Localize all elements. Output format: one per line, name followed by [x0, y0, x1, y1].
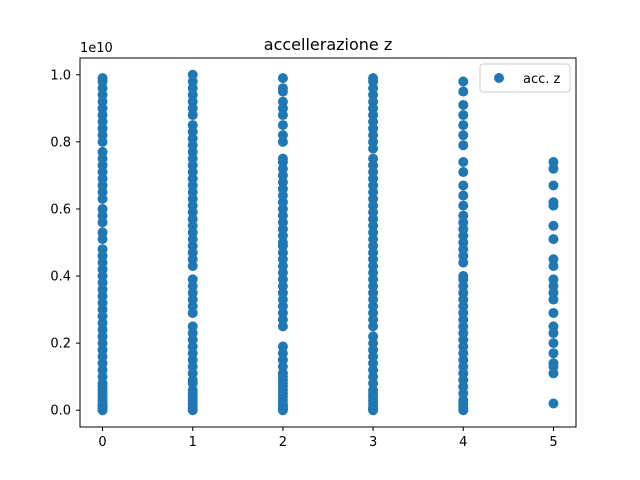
data-point — [548, 368, 559, 379]
data-point — [458, 190, 469, 201]
data-point — [548, 328, 559, 339]
legend: acc. z — [479, 63, 571, 93]
data-point — [548, 338, 559, 349]
x-tick-label: 4 — [459, 435, 467, 450]
x-axis: 0 1 2 3 4 5 — [98, 427, 558, 450]
data-point — [277, 136, 288, 147]
data-point — [458, 405, 469, 416]
x-tick-label: 5 — [549, 435, 557, 450]
data-point — [458, 257, 469, 268]
data-point — [458, 99, 469, 110]
data-point — [187, 110, 198, 121]
y-tick-label: 0.8 — [50, 135, 71, 150]
data-point — [277, 110, 288, 121]
data-point — [97, 136, 108, 147]
data-point — [368, 321, 379, 332]
plot-frame — [79, 57, 577, 428]
data-point — [458, 180, 469, 191]
data-point — [458, 167, 469, 178]
data-point — [548, 163, 559, 174]
data-point — [548, 294, 559, 305]
data-point — [97, 193, 108, 204]
data-point — [458, 130, 469, 141]
y-tick-label: 0.6 — [50, 202, 71, 217]
data-point — [458, 140, 469, 151]
data-point — [458, 120, 469, 131]
y-tick-label: 0.0 — [50, 404, 71, 419]
legend-box — [479, 63, 571, 93]
data-point — [187, 307, 198, 318]
data-point — [277, 73, 288, 84]
x-tick-label: 1 — [189, 435, 197, 450]
y-tick-label: 0.2 — [50, 337, 71, 352]
data-point — [548, 220, 559, 231]
chart-title: accellerazione z — [264, 35, 392, 54]
data-point — [458, 110, 469, 121]
data-point — [277, 120, 288, 131]
data-point — [548, 348, 559, 359]
data-point — [97, 234, 108, 245]
data-point — [277, 321, 288, 332]
data-point — [548, 398, 559, 409]
data-point — [458, 200, 469, 211]
y-tick-label: 1.0 — [50, 68, 71, 83]
y-axis: 0.0 0.2 0.4 0.6 0.8 1.0 — [50, 68, 80, 419]
data-point — [97, 405, 108, 416]
legend-label: acc. z — [523, 72, 561, 87]
data-point — [548, 180, 559, 191]
data-point — [548, 200, 559, 211]
data-point — [277, 405, 288, 416]
data-point — [277, 86, 288, 97]
data-point — [368, 143, 379, 154]
data-point — [458, 76, 469, 87]
x-tick-label: 2 — [279, 435, 287, 450]
data-point — [187, 260, 198, 271]
x-tick-label: 0 — [98, 435, 106, 450]
x-tick-label: 3 — [369, 435, 377, 450]
data-point — [458, 86, 469, 97]
data-point — [548, 260, 559, 271]
data-points — [97, 69, 559, 416]
data-point — [458, 156, 469, 167]
y-offset-text: 1e10 — [80, 41, 113, 56]
data-point — [368, 405, 379, 416]
data-point — [187, 405, 198, 416]
data-point — [548, 234, 559, 245]
data-point — [548, 307, 559, 318]
legend-marker — [494, 73, 504, 83]
y-tick-label: 0.4 — [50, 270, 71, 285]
data-point — [97, 217, 108, 228]
